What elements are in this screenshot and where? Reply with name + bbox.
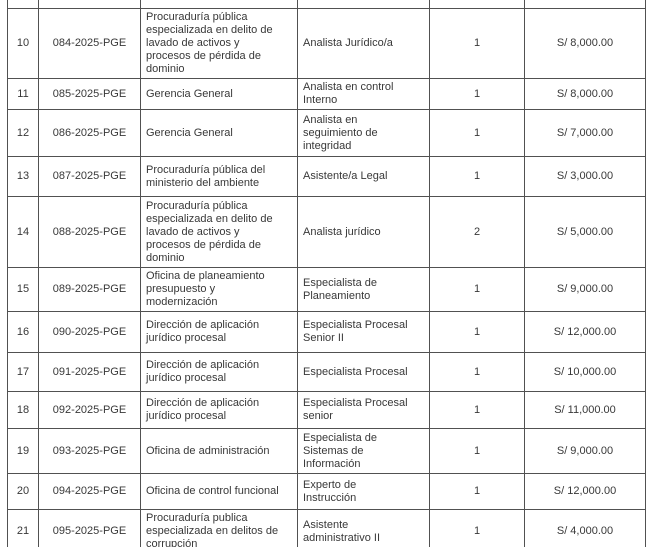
cell-position: Especialista Procesal senior xyxy=(297,391,430,429)
cell-position: Asistente administrativo II xyxy=(297,509,430,547)
vacancies-table: 10 084-2025-PGE Procuraduría pública esp… xyxy=(7,0,646,547)
cell-salary: S/ 8,000.00 xyxy=(524,78,646,110)
cell-position: Especialista Procesal Senior II xyxy=(297,311,430,353)
cell-salary: S/ 11,000.00 xyxy=(524,391,646,429)
cell-row-number: 19 xyxy=(7,428,39,474)
cell-empty xyxy=(297,0,430,9)
cell-position: Especialista de Planeamiento xyxy=(297,267,430,312)
cell-process-code: 087-2025-PGE xyxy=(38,156,141,197)
table-row: 15 089-2025-PGE Oficina de planeamiento … xyxy=(7,267,646,312)
cell-salary: S/ 9,000.00 xyxy=(524,428,646,474)
cell-empty xyxy=(524,0,646,9)
cell-org-unit: Oficina de planeamiento presupuesto y mo… xyxy=(140,267,298,312)
cell-vacancy-count: 1 xyxy=(429,311,525,353)
cell-salary: S/ 5,000.00 xyxy=(524,196,646,268)
cell-row-number: 10 xyxy=(7,8,39,79)
cell-salary: S/ 9,000.00 xyxy=(524,267,646,312)
cell-position: Asistente/a Legal xyxy=(297,156,430,197)
cell-process-code: 086-2025-PGE xyxy=(38,109,141,157)
cell-process-code: 091-2025-PGE xyxy=(38,352,141,392)
cell-row-number: 20 xyxy=(7,473,39,510)
cell-position: Especialista de Sistemas de Información xyxy=(297,428,430,474)
table-row: 21 095-2025-PGE Procuraduría publica esp… xyxy=(7,509,646,547)
cell-salary: S/ 3,000.00 xyxy=(524,156,646,197)
table-row: 14 088-2025-PGE Procuraduría pública esp… xyxy=(7,196,646,268)
cell-process-code: 093-2025-PGE xyxy=(38,428,141,474)
table-row: 18 092-2025-PGE Dirección de aplicación … xyxy=(7,391,646,429)
cell-process-code: 094-2025-PGE xyxy=(38,473,141,510)
cell-process-code: 095-2025-PGE xyxy=(38,509,141,547)
cell-position: Especialista Procesal xyxy=(297,352,430,392)
cell-row-number: 12 xyxy=(7,109,39,157)
cell-process-code: 090-2025-PGE xyxy=(38,311,141,353)
cell-empty xyxy=(38,0,141,9)
table-row: 13 087-2025-PGE Procuraduría pública del… xyxy=(7,156,646,197)
vacancies-table-body: 10 084-2025-PGE Procuraduría pública esp… xyxy=(7,0,646,547)
cell-row-number: 17 xyxy=(7,352,39,392)
cell-vacancy-count: 1 xyxy=(429,156,525,197)
cell-vacancy-count: 1 xyxy=(429,428,525,474)
table-row: 16 090-2025-PGE Dirección de aplicación … xyxy=(7,311,646,353)
table-row: 19 093-2025-PGE Oficina de administració… xyxy=(7,428,646,474)
cell-org-unit: Procuraduría pública especializada en de… xyxy=(140,8,298,79)
cell-salary: S/ 10,000.00 xyxy=(524,352,646,392)
cell-row-number: 11 xyxy=(7,78,39,110)
cell-org-unit: Procuraduría publica especializada en de… xyxy=(140,509,298,547)
table-row: 17 091-2025-PGE Dirección de aplicación … xyxy=(7,352,646,392)
cell-position: Analista en seguimiento de integridad xyxy=(297,109,430,157)
cell-vacancy-count: 1 xyxy=(429,509,525,547)
cell-row-number: 14 xyxy=(7,196,39,268)
cell-org-unit: Oficina de control funcional xyxy=(140,473,298,510)
table-row: 20 094-2025-PGE Oficina de control funci… xyxy=(7,473,646,510)
cell-position: Analista jurídico xyxy=(297,196,430,268)
cell-position: Analista Jurídico/a xyxy=(297,8,430,79)
table-row: 11 085-2025-PGE Gerencia General Analist… xyxy=(7,78,646,110)
cell-position: Analista en control Interno xyxy=(297,78,430,110)
cell-position: Experto de Instrucción xyxy=(297,473,430,510)
cell-salary: S/ 7,000.00 xyxy=(524,109,646,157)
cell-org-unit: Dirección de aplicación jurídico procesa… xyxy=(140,352,298,392)
cell-empty xyxy=(429,0,525,9)
cell-salary: S/ 4,000.00 xyxy=(524,509,646,547)
cell-row-number: 18 xyxy=(7,391,39,429)
cell-row-number: 16 xyxy=(7,311,39,353)
cell-process-code: 088-2025-PGE xyxy=(38,196,141,268)
cell-org-unit: Dirección de aplicación jurídico procesa… xyxy=(140,391,298,429)
cell-vacancy-count: 1 xyxy=(429,352,525,392)
cell-process-code: 089-2025-PGE xyxy=(38,267,141,312)
cell-vacancy-count: 2 xyxy=(429,196,525,268)
cell-process-code: 084-2025-PGE xyxy=(38,8,141,79)
cell-org-unit: Procuraduría pública especializada en de… xyxy=(140,196,298,268)
table-row: 12 086-2025-PGE Gerencia General Analist… xyxy=(7,109,646,157)
cell-row-number: 15 xyxy=(7,267,39,312)
table-row-cropped-top xyxy=(7,0,646,9)
cell-org-unit: Gerencia General xyxy=(140,78,298,110)
cell-row-number: 21 xyxy=(7,509,39,547)
cell-vacancy-count: 1 xyxy=(429,473,525,510)
cell-org-unit: Gerencia General xyxy=(140,109,298,157)
cell-empty xyxy=(140,0,298,9)
table-row: 10 084-2025-PGE Procuraduría pública esp… xyxy=(7,8,646,79)
cell-row-number: 13 xyxy=(7,156,39,197)
cell-vacancy-count: 1 xyxy=(429,8,525,79)
cell-org-unit: Oficina de administración xyxy=(140,428,298,474)
cell-vacancy-count: 1 xyxy=(429,391,525,429)
cell-salary: S/ 12,000.00 xyxy=(524,311,646,353)
cell-empty xyxy=(7,0,39,9)
cell-salary: S/ 8,000.00 xyxy=(524,8,646,79)
cell-process-code: 092-2025-PGE xyxy=(38,391,141,429)
cell-vacancy-count: 1 xyxy=(429,78,525,110)
cell-process-code: 085-2025-PGE xyxy=(38,78,141,110)
cell-vacancy-count: 1 xyxy=(429,267,525,312)
cell-salary: S/ 12,000.00 xyxy=(524,473,646,510)
cell-vacancy-count: 1 xyxy=(429,109,525,157)
cell-org-unit: Procuraduría pública del ministerio del … xyxy=(140,156,298,197)
cell-org-unit: Dirección de aplicación jurídico procesa… xyxy=(140,311,298,353)
